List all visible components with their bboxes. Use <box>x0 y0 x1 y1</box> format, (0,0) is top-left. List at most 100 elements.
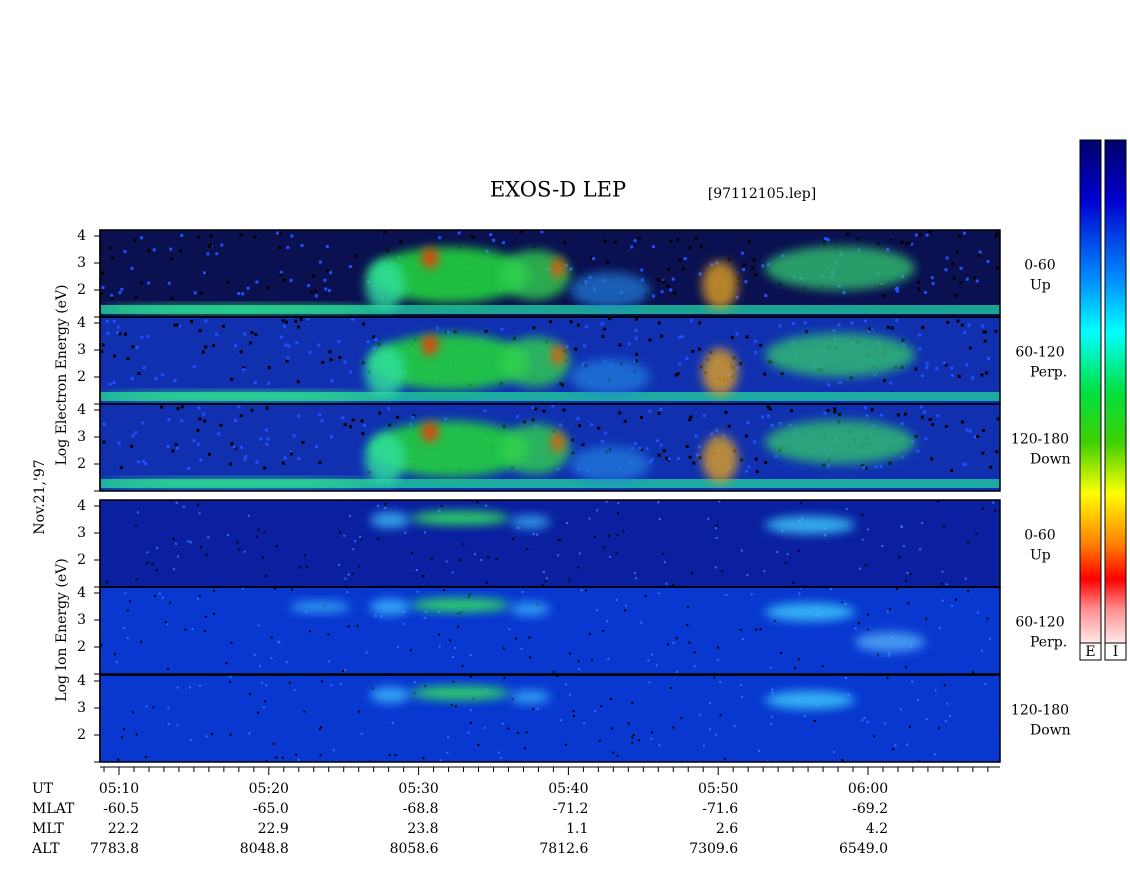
noise <box>890 326 894 330</box>
noise <box>541 583 544 586</box>
noise <box>873 735 876 738</box>
noise <box>526 548 529 551</box>
noise <box>265 574 268 577</box>
noise <box>892 748 895 751</box>
noise <box>230 641 233 644</box>
noise <box>995 450 999 454</box>
noise <box>660 334 664 338</box>
noise <box>356 624 359 627</box>
noise <box>667 457 671 461</box>
noise <box>940 582 943 585</box>
noise <box>507 727 510 730</box>
noise <box>126 609 129 612</box>
noise <box>986 617 989 620</box>
noise <box>768 407 772 411</box>
noise <box>606 620 609 623</box>
noise <box>253 235 257 239</box>
noise <box>126 356 130 360</box>
noise <box>446 330 450 334</box>
noise <box>391 721 394 724</box>
noise <box>265 406 269 410</box>
noise <box>923 410 927 414</box>
noise <box>887 654 890 657</box>
noise <box>283 456 287 460</box>
noise <box>112 381 116 385</box>
noise <box>139 281 143 285</box>
noise <box>984 371 988 375</box>
noise <box>759 628 762 631</box>
noise <box>358 710 361 713</box>
noise <box>117 758 120 761</box>
noise <box>179 249 183 253</box>
intensity-blob <box>570 272 650 308</box>
noise <box>867 329 871 333</box>
noise <box>557 554 560 557</box>
noise <box>822 241 826 245</box>
noise <box>624 604 627 607</box>
noise <box>864 466 868 470</box>
noise <box>254 332 258 336</box>
noise <box>946 320 950 324</box>
noise <box>588 517 591 520</box>
noise <box>229 680 232 683</box>
noise <box>467 731 470 734</box>
noise <box>534 407 538 411</box>
noise <box>881 544 884 547</box>
noise <box>789 409 793 413</box>
noise <box>198 417 202 421</box>
ephemeris-value: 22.2 <box>108 821 139 837</box>
noise <box>152 706 155 709</box>
noise <box>863 716 866 719</box>
noise <box>358 565 361 568</box>
noise <box>674 373 678 377</box>
noise <box>306 565 309 568</box>
noise <box>551 404 555 408</box>
noise <box>702 414 706 418</box>
noise <box>715 527 718 530</box>
noise <box>900 365 904 369</box>
noise <box>584 325 588 329</box>
noise <box>521 591 524 594</box>
noise <box>343 534 346 537</box>
noise <box>340 683 343 686</box>
intensity-blob <box>422 335 438 355</box>
noise <box>360 732 363 735</box>
noise <box>196 428 200 432</box>
noise <box>136 460 140 464</box>
noise <box>631 702 634 705</box>
noise <box>239 350 243 354</box>
noise <box>967 323 971 327</box>
noise <box>282 278 286 282</box>
ephemeris-value: -71.6 <box>702 801 738 817</box>
noise <box>243 332 247 336</box>
noise <box>247 514 250 517</box>
noise <box>489 233 493 237</box>
noise <box>976 611 979 614</box>
noise <box>659 443 663 447</box>
noise <box>184 628 187 631</box>
noise <box>870 408 874 412</box>
noise <box>279 270 283 274</box>
noise <box>849 376 853 380</box>
noise <box>951 262 955 266</box>
intensity-blob <box>702 261 738 309</box>
noise <box>633 442 637 446</box>
noise <box>154 377 158 381</box>
noise <box>863 406 867 410</box>
y-tick-label: 4 <box>77 402 86 418</box>
noise <box>101 343 105 347</box>
noise <box>199 458 203 462</box>
noise <box>651 731 654 734</box>
intensity-blob <box>855 632 925 652</box>
noise <box>189 686 192 689</box>
noise <box>956 319 960 323</box>
noise <box>339 531 342 534</box>
noise <box>708 728 711 731</box>
noise <box>409 649 412 652</box>
noise <box>742 263 746 267</box>
electron-axis-label: Log Electron Energy (eV) <box>54 284 70 465</box>
noise <box>141 459 145 463</box>
noise <box>746 573 749 576</box>
noise <box>906 571 909 574</box>
noise <box>454 647 457 650</box>
